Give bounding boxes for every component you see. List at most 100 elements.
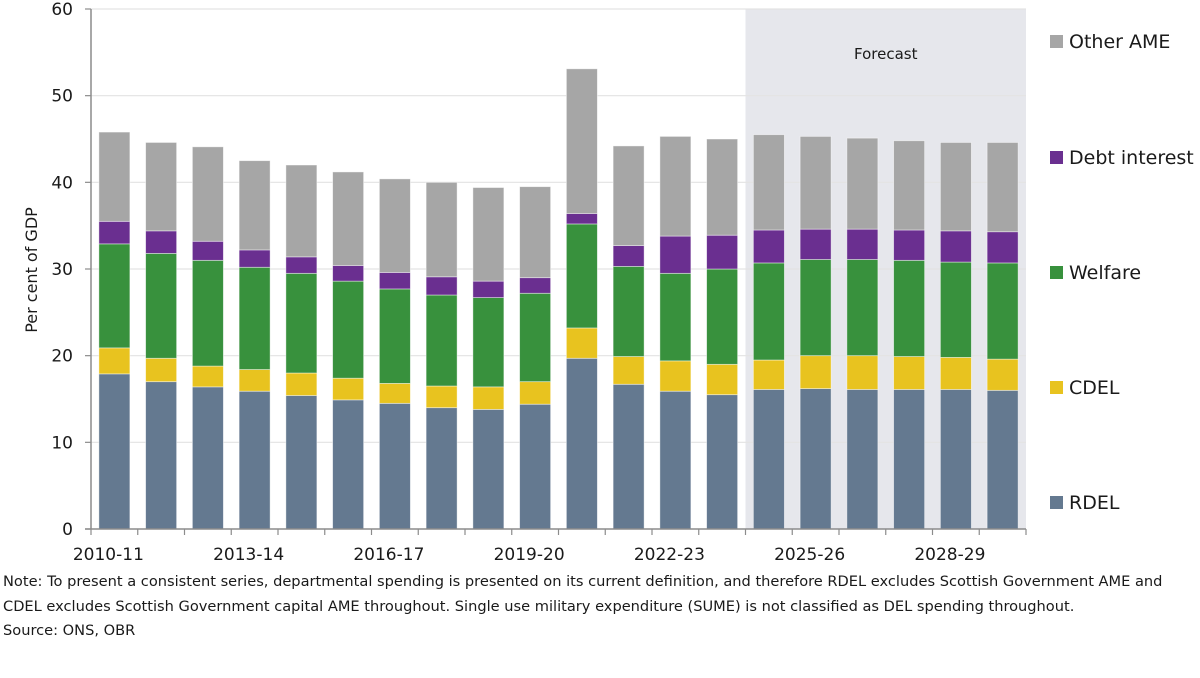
bar-segment-rdel — [98, 373, 131, 530]
bar-segment-other-ame — [706, 138, 739, 236]
forecast-label: Forecast — [854, 45, 918, 63]
bar-segment-welfare — [145, 252, 178, 359]
bar-stack — [986, 142, 1019, 530]
bar-segment-debt-interest — [799, 228, 832, 260]
bar-segment-rdel — [145, 381, 178, 530]
legend-item-other-ame: Other AME — [1050, 31, 1170, 53]
bar-segment-rdel — [939, 389, 972, 530]
legend-item-rdel: RDEL — [1050, 492, 1120, 514]
bar-segment-cdel — [425, 385, 458, 409]
bar-segment-rdel — [285, 395, 318, 530]
bar-segment-other-ame — [238, 160, 271, 251]
bar-segment-debt-interest — [893, 229, 926, 261]
legend-item-debt-interest: Debt interest — [1050, 147, 1194, 169]
bar-stack — [939, 142, 972, 530]
bar-stack — [191, 146, 224, 530]
legend-swatch — [1050, 151, 1063, 164]
bar-segment-debt-interest — [519, 277, 552, 294]
bar-segment-debt-interest — [659, 235, 692, 274]
bar-segment-cdel — [706, 363, 739, 396]
bar-segment-other-ame — [425, 181, 458, 278]
bar-segment-other-ame — [332, 171, 365, 266]
legend-item-welfare: Welfare — [1050, 262, 1141, 284]
legend: Other AME Debt interest Welfare CDEL RDEL — [1050, 31, 1194, 514]
y-axis-title: Per cent of GDP — [22, 207, 41, 333]
bar-segment-other-ame — [145, 142, 178, 232]
bar-stack — [145, 142, 178, 530]
bar-stack — [98, 131, 131, 530]
bar-segment-rdel — [472, 408, 505, 530]
bar-segment-cdel — [893, 356, 926, 390]
bar-segment-other-ame — [519, 186, 552, 279]
legend-swatch — [1050, 266, 1063, 279]
bar-segment-rdel — [612, 383, 645, 530]
legend-label: CDEL — [1069, 377, 1120, 399]
legend-swatch — [1050, 35, 1063, 48]
bar-segment-cdel — [145, 357, 178, 383]
bar-segment-rdel — [799, 388, 832, 530]
bar-segment-other-ame — [378, 178, 411, 273]
bar-segment-rdel — [565, 357, 598, 530]
bar-segment-debt-interest — [425, 276, 458, 296]
bar-segment-welfare — [846, 259, 879, 357]
x-tick-label: 2010-11 — [73, 545, 144, 560]
bar-segment-cdel — [565, 327, 598, 359]
bar-segment-cdel — [285, 372, 318, 396]
bar-segment-cdel — [519, 381, 552, 405]
bar-segment-other-ame — [799, 135, 832, 230]
bar-stack — [799, 135, 832, 530]
bar-segment-debt-interest — [378, 272, 411, 290]
bar-stack — [519, 186, 552, 530]
bar-segment-rdel — [752, 389, 785, 530]
y-tick-label: 0 — [62, 520, 73, 540]
stacked-bar-chart: Forecast 0 10 20 30 40 50 60 2010-11 2013-14 2016… — [22, 0, 1194, 560]
chart-notes: Note: To present a consistent series, de… — [3, 570, 1198, 644]
bar-segment-other-ame — [659, 135, 692, 237]
bar-segment-other-ame — [285, 164, 318, 258]
legend-swatch — [1050, 381, 1063, 394]
bar-segment-rdel — [986, 389, 1019, 530]
bar-segment-debt-interest — [145, 230, 178, 254]
bar-segment-debt-interest — [939, 230, 972, 263]
y-tick-label: 40 — [51, 173, 73, 193]
bar-segment-cdel — [238, 369, 271, 392]
bar-segment-debt-interest — [238, 249, 271, 268]
bar-segment-cdel — [799, 355, 832, 389]
bar-segment-welfare — [799, 259, 832, 357]
source-text: Source: ONS, OBR — [3, 622, 136, 639]
bar-segment-rdel — [332, 399, 365, 530]
bar-segment-debt-interest — [846, 228, 879, 260]
bar-segment-debt-interest — [332, 265, 365, 282]
bar-segment-rdel — [425, 407, 458, 530]
bar-segment-rdel — [659, 390, 692, 530]
bar-segment-debt-interest — [986, 231, 1019, 264]
note-text: Note: To present a consistent series, de… — [3, 573, 1163, 615]
bar-segment-welfare — [378, 288, 411, 384]
bar-segment-cdel — [612, 356, 645, 385]
bar-stack — [706, 138, 739, 530]
bar-segment-welfare — [659, 272, 692, 362]
bars — [98, 68, 1019, 530]
bar-segment-rdel — [238, 390, 271, 530]
x-tick-label: 2019-20 — [494, 545, 565, 560]
bar-stack — [238, 160, 271, 530]
bar-segment-rdel — [706, 394, 739, 530]
bar-stack — [378, 178, 411, 530]
bar-segment-cdel — [846, 355, 879, 390]
bar-segment-cdel — [332, 377, 365, 401]
bar-segment-welfare — [98, 243, 131, 349]
bar-segment-welfare — [238, 266, 271, 370]
bar-segment-debt-interest — [752, 229, 785, 264]
bar-segment-debt-interest — [285, 256, 318, 274]
bar-segment-welfare — [939, 261, 972, 358]
bar-segment-debt-interest — [472, 280, 505, 298]
bar-segment-cdel — [659, 360, 692, 392]
y-tick-label: 10 — [51, 433, 73, 453]
bar-segment-debt-interest — [98, 220, 131, 245]
bar-segment-cdel — [986, 358, 1019, 391]
bar-segment-debt-interest — [191, 240, 224, 261]
bar-stack — [612, 145, 645, 530]
bar-segment-rdel — [191, 386, 224, 530]
bar-segment-other-ame — [565, 68, 598, 214]
bar-segment-cdel — [98, 347, 131, 375]
